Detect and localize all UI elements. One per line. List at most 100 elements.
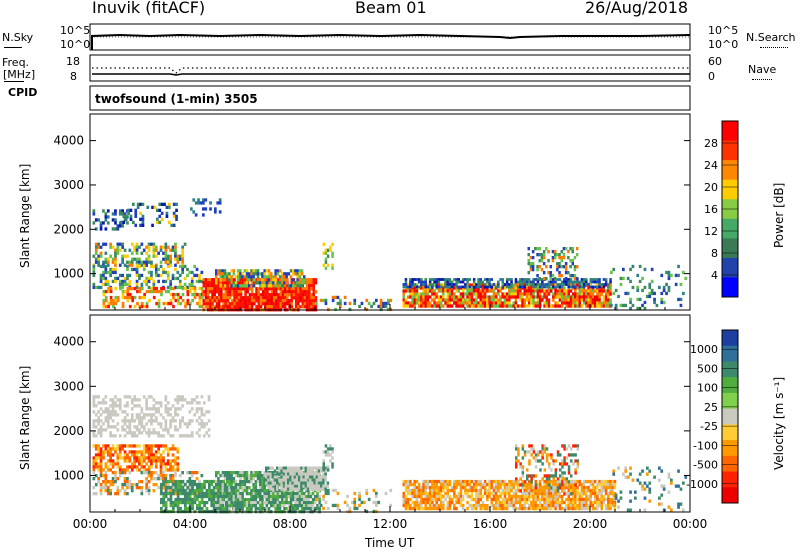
data-cell — [111, 398, 115, 402]
data-cell — [175, 208, 178, 212]
data-cell — [221, 483, 225, 487]
data-cell — [309, 469, 312, 473]
data-cell — [248, 293, 252, 297]
data-cell — [437, 479, 441, 484]
data-cell — [508, 285, 511, 289]
data-cell — [457, 482, 460, 487]
y-tick-label: 4000 — [53, 134, 84, 148]
data-cell — [261, 296, 265, 300]
data-cell — [538, 298, 542, 302]
data-cell — [147, 453, 151, 457]
data-cell — [116, 251, 120, 255]
data-cell — [569, 500, 573, 505]
data-cell — [560, 283, 564, 286]
data-cell — [470, 485, 474, 490]
data-cell — [547, 488, 551, 493]
data-cell — [479, 289, 482, 293]
data-cell — [123, 453, 127, 457]
data-cell — [217, 489, 220, 493]
data-cell — [300, 478, 303, 482]
data-cell — [206, 284, 210, 288]
data-cell — [118, 209, 122, 213]
data-cell — [174, 485, 178, 490]
data-cell — [274, 495, 277, 499]
data-cell — [298, 495, 302, 499]
data-cell — [186, 292, 190, 297]
data-cell — [200, 500, 204, 505]
data-cell — [126, 260, 129, 264]
data-cell — [186, 401, 189, 405]
data-cell — [128, 395, 132, 399]
data-cell — [437, 494, 441, 499]
data-cell — [211, 305, 214, 309]
data-cell — [503, 488, 507, 493]
data-cell — [287, 466, 290, 470]
data-cell — [488, 289, 491, 293]
data-cell — [191, 286, 194, 291]
data-cell — [534, 283, 537, 286]
data-cell — [614, 306, 618, 311]
data-cell — [279, 305, 282, 309]
data-cell — [516, 304, 520, 308]
data-cell — [453, 491, 456, 496]
data-cell — [174, 456, 177, 460]
data-cell — [565, 280, 568, 284]
data-cell — [604, 479, 608, 484]
data-cell — [296, 281, 299, 285]
data-cell — [582, 503, 586, 508]
data-cell — [121, 285, 124, 290]
data-cell — [422, 497, 425, 502]
data-cell — [245, 275, 249, 279]
data-cell — [475, 292, 478, 296]
data-cell — [545, 283, 548, 286]
data-cell — [209, 284, 212, 288]
data-cell — [213, 278, 216, 282]
data-cell — [171, 444, 175, 448]
data-cell — [212, 497, 216, 502]
data-cell — [486, 301, 489, 305]
data-cell — [472, 488, 476, 493]
data-cell — [444, 280, 447, 284]
data-cell — [237, 495, 240, 499]
data-cell — [106, 270, 110, 275]
data-cell — [139, 211, 142, 215]
data-cell — [235, 293, 238, 297]
data-cell — [598, 497, 601, 502]
data-cell — [145, 486, 148, 490]
velocity-data-blobs — [92, 395, 688, 514]
data-cell — [492, 292, 496, 296]
data-cell — [202, 201, 205, 205]
data-cell — [567, 285, 570, 289]
data-cell — [167, 497, 170, 502]
data-cell — [470, 491, 474, 496]
data-cell — [278, 269, 282, 273]
data-cell — [424, 289, 427, 293]
data-cell — [102, 456, 105, 460]
data-cell — [181, 488, 185, 493]
data-cell — [250, 474, 253, 478]
data-cell — [536, 494, 540, 499]
data-cell — [92, 444, 96, 448]
data-cell — [265, 507, 269, 511]
data-cell — [243, 501, 247, 505]
data-cell — [217, 483, 220, 487]
data-cell — [310, 287, 313, 291]
data-cell — [536, 304, 540, 308]
data-cell — [111, 413, 115, 417]
data-cell — [241, 492, 244, 496]
data-cell — [167, 491, 170, 496]
data-cell — [564, 247, 568, 251]
data-cell — [609, 286, 612, 290]
data-cell — [289, 501, 293, 505]
data-cell — [162, 301, 166, 306]
data-cell — [142, 471, 146, 475]
data-cell — [154, 462, 158, 466]
data-cell — [94, 227, 98, 231]
data-cell — [598, 500, 601, 505]
data-cell — [228, 483, 231, 487]
data-cell — [587, 295, 590, 299]
data-cell — [527, 253, 530, 257]
data-cell — [121, 292, 125, 297]
data-cell — [97, 465, 100, 469]
data-cell — [200, 422, 204, 426]
